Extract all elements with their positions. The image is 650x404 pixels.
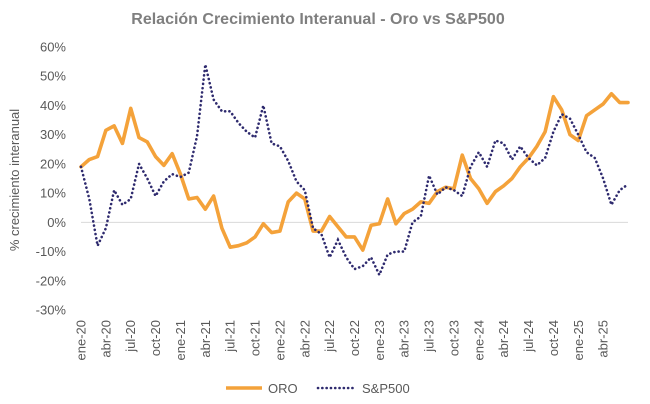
y-tick-labels: -30% -20% -10% 0% 10% 20% 30% 40% 50% 60% [36,40,67,318]
y-tick-label: 10% [40,186,66,201]
y-tick-label: 50% [40,69,66,84]
y-tick-label: 0% [47,215,66,230]
y-tick-label: 40% [40,98,66,113]
x-tick-label: abr-24 [496,320,511,358]
x-tick-label: abr-23 [397,320,412,358]
legend-label-oro: ORO [268,381,298,396]
x-tick-label: jul-22 [322,320,337,353]
x-tick-label: abr-22 [297,320,312,358]
x-tick-label: ene-24 [471,320,486,360]
x-tick-label: ene-25 [571,320,586,360]
x-tick-label: ene-22 [272,320,287,360]
y-tick-label: 20% [40,156,66,171]
x-tick-label: ene-21 [173,320,188,360]
x-tick-label: ene-20 [74,320,89,360]
y-axis-label: % crecimiento interanual [7,109,22,251]
chart-title: Relación Crecimiento Interanual - Oro vs… [131,11,505,28]
x-tick-label: oct-24 [546,320,561,356]
x-tick-label: jul-23 [422,320,437,353]
x-tick-label: oct-20 [148,320,163,356]
x-tick-label: abr-20 [98,320,113,358]
y-tick-label: -30% [36,303,67,318]
x-tick-label: jul-21 [223,320,238,353]
y-tick-label: -20% [36,273,67,288]
legend-label-sp500: S&P500 [362,381,410,396]
x-tick-label: oct-23 [446,320,461,356]
x-tick-label: oct-22 [347,320,362,356]
x-tick-label: ene-23 [372,320,387,360]
x-tick-label: abr-25 [596,320,611,358]
x-tick-label: jul-20 [123,320,138,353]
series-line-sp500 [79,64,630,279]
legend: ORO S&P500 [226,381,410,396]
x-tick-label: abr-21 [198,320,213,358]
y-tick-label: 30% [40,127,66,142]
y-tick-label: -10% [36,244,67,259]
x-tick-label: oct-21 [248,320,263,356]
series-line-oro [79,91,630,252]
x-tick-labels: ene-20 abr-20 jul-20 oct-20 ene-21 abr-21 jul-… [74,320,611,360]
x-tick-label: jul-24 [521,320,536,353]
y-tick-label: 60% [40,40,66,55]
